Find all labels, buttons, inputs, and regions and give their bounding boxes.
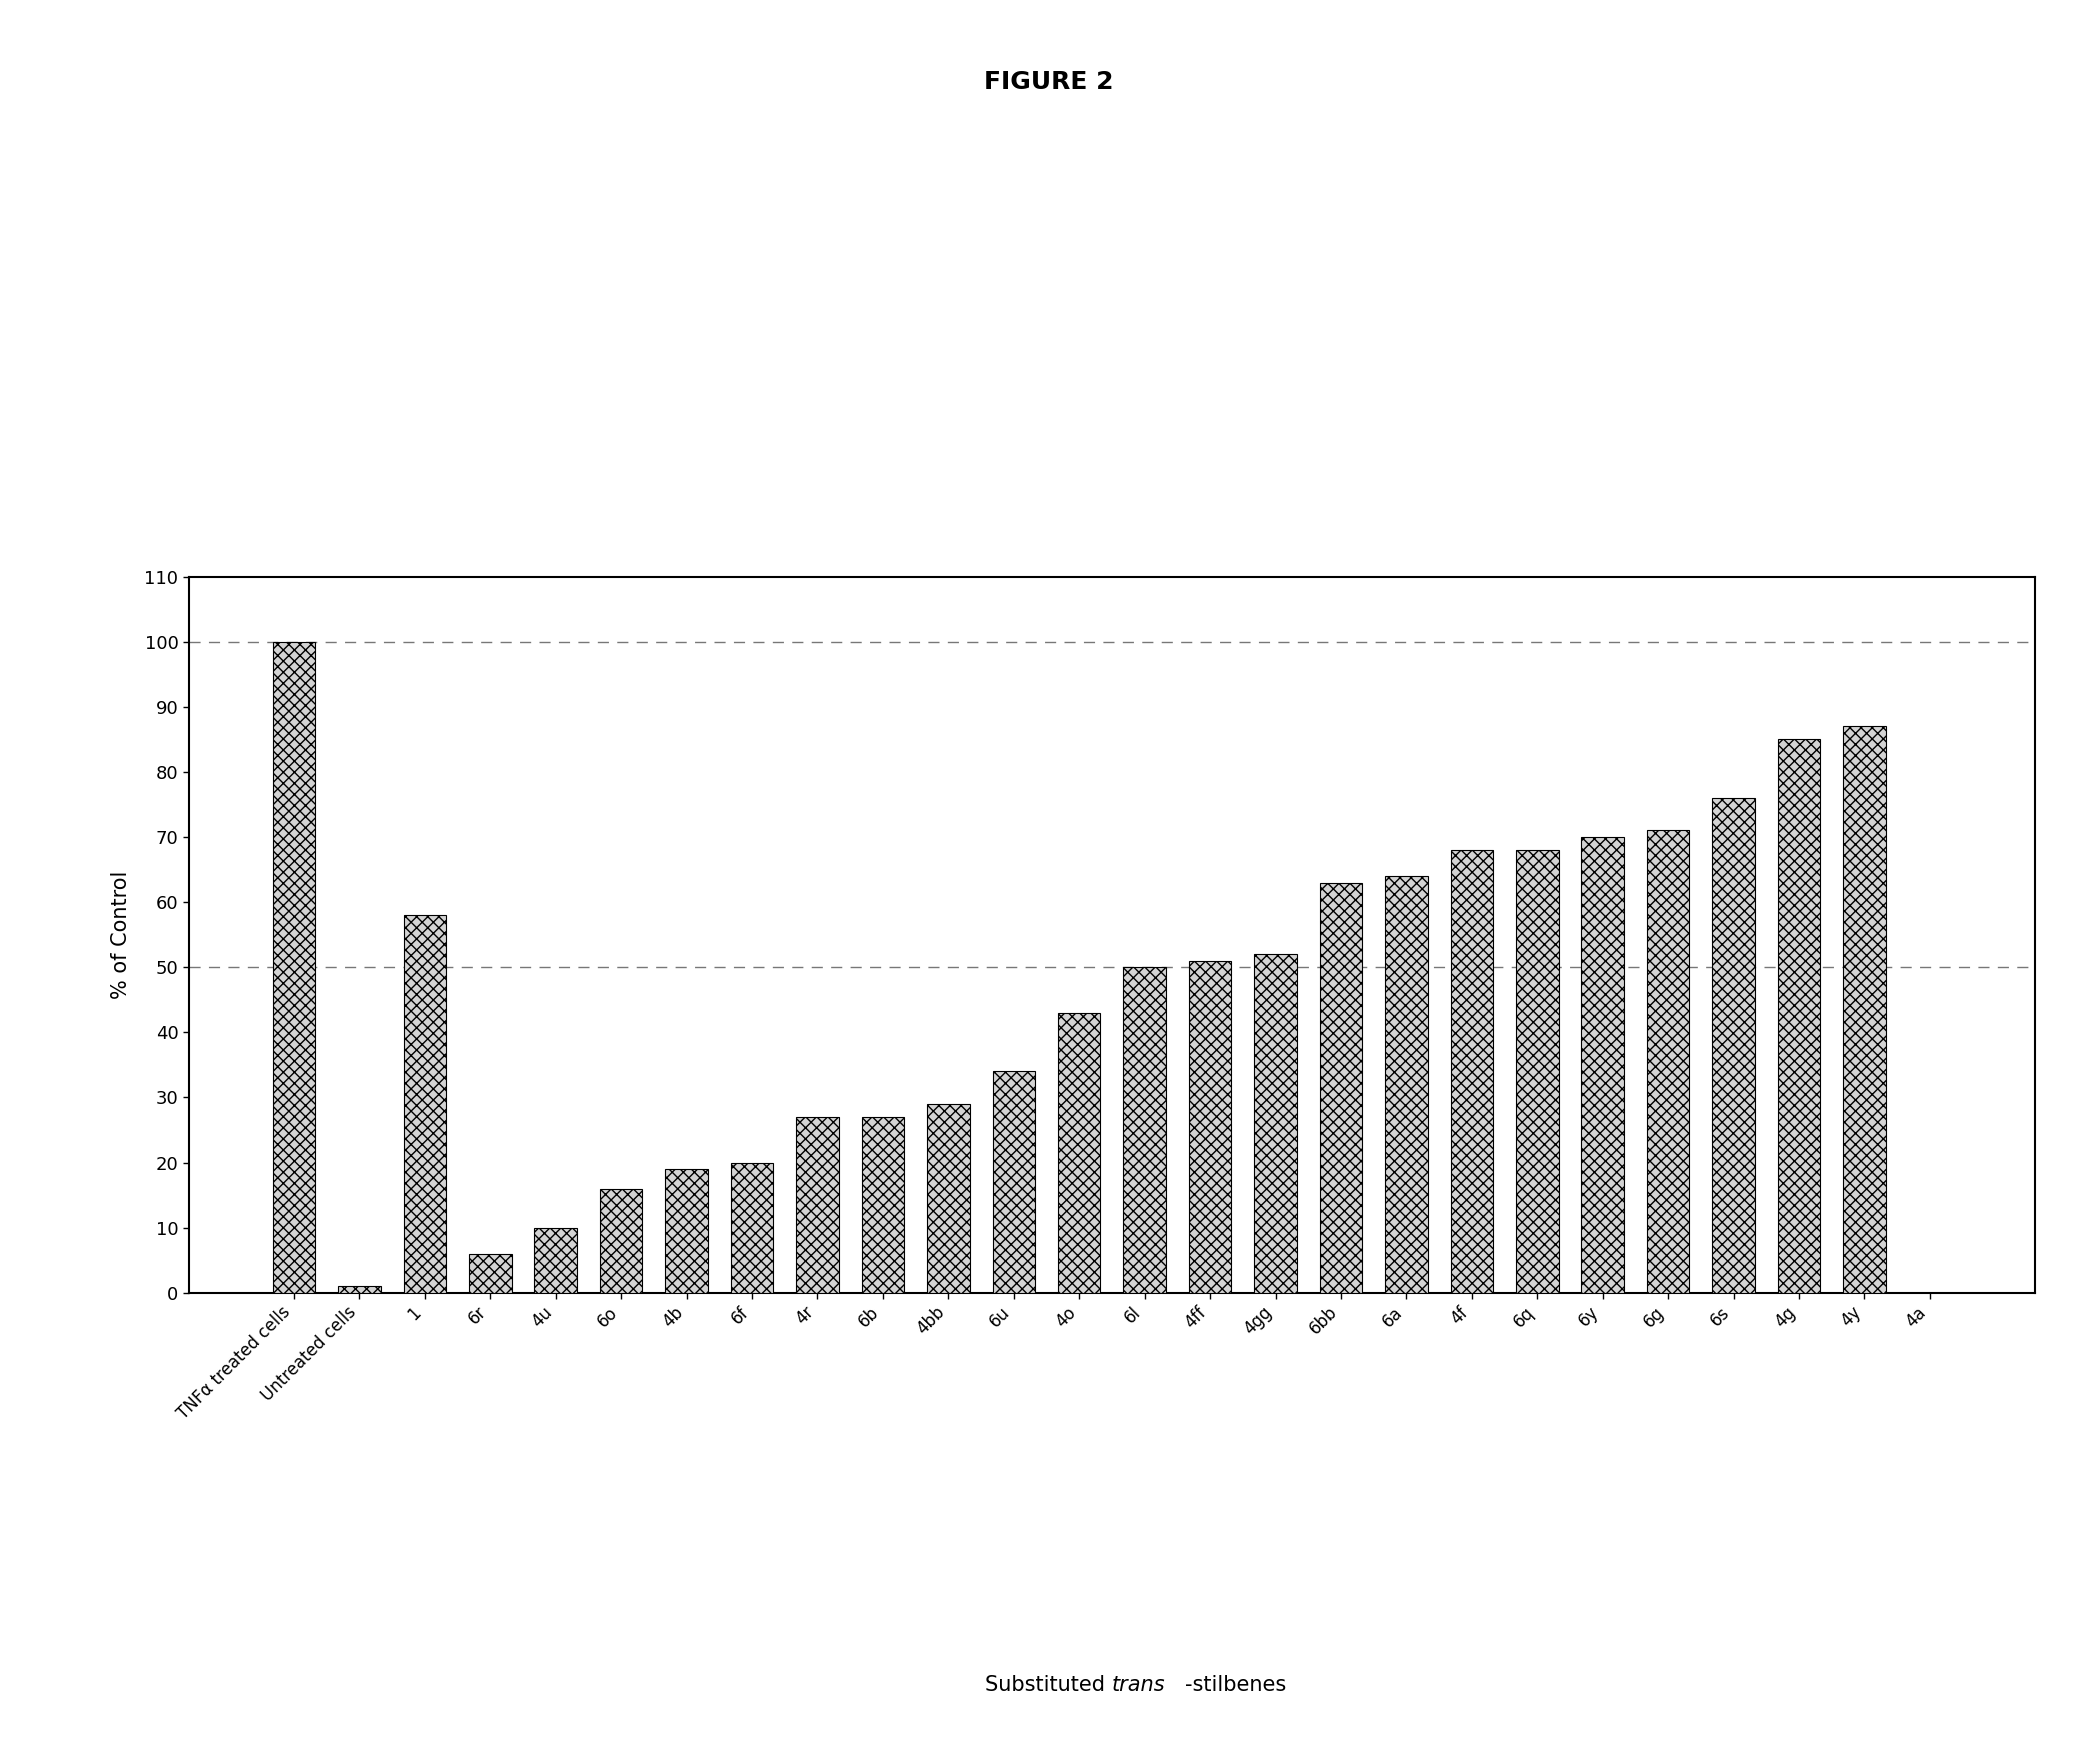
Bar bbox=[797, 1116, 839, 1293]
Y-axis label: % of Control: % of Control bbox=[111, 870, 130, 999]
Text: FIGURE 2: FIGURE 2 bbox=[984, 70, 1114, 94]
Bar bbox=[273, 641, 315, 1293]
Bar bbox=[1385, 875, 1427, 1293]
Bar bbox=[1450, 851, 1494, 1293]
Bar bbox=[535, 1228, 577, 1293]
Bar bbox=[1582, 837, 1624, 1293]
Bar bbox=[1122, 968, 1166, 1293]
Bar bbox=[338, 1286, 380, 1293]
Bar bbox=[665, 1169, 707, 1293]
Bar bbox=[470, 1254, 512, 1293]
Bar bbox=[1647, 830, 1689, 1293]
Bar bbox=[992, 1071, 1034, 1293]
Bar bbox=[1844, 727, 1886, 1293]
Bar bbox=[600, 1188, 642, 1293]
Bar bbox=[1517, 851, 1559, 1293]
Bar bbox=[403, 915, 447, 1293]
Bar bbox=[1057, 1013, 1101, 1293]
Bar bbox=[927, 1104, 969, 1293]
Bar bbox=[1712, 798, 1754, 1293]
Bar bbox=[1320, 882, 1362, 1293]
Bar bbox=[862, 1116, 904, 1293]
Text: -stilbenes: -stilbenes bbox=[1185, 1675, 1286, 1695]
Bar bbox=[730, 1162, 774, 1293]
Text: trans: trans bbox=[1112, 1675, 1166, 1695]
Bar bbox=[1190, 961, 1232, 1293]
Text: Substituted: Substituted bbox=[986, 1675, 1112, 1695]
Bar bbox=[1777, 739, 1821, 1293]
Bar bbox=[1255, 954, 1297, 1293]
